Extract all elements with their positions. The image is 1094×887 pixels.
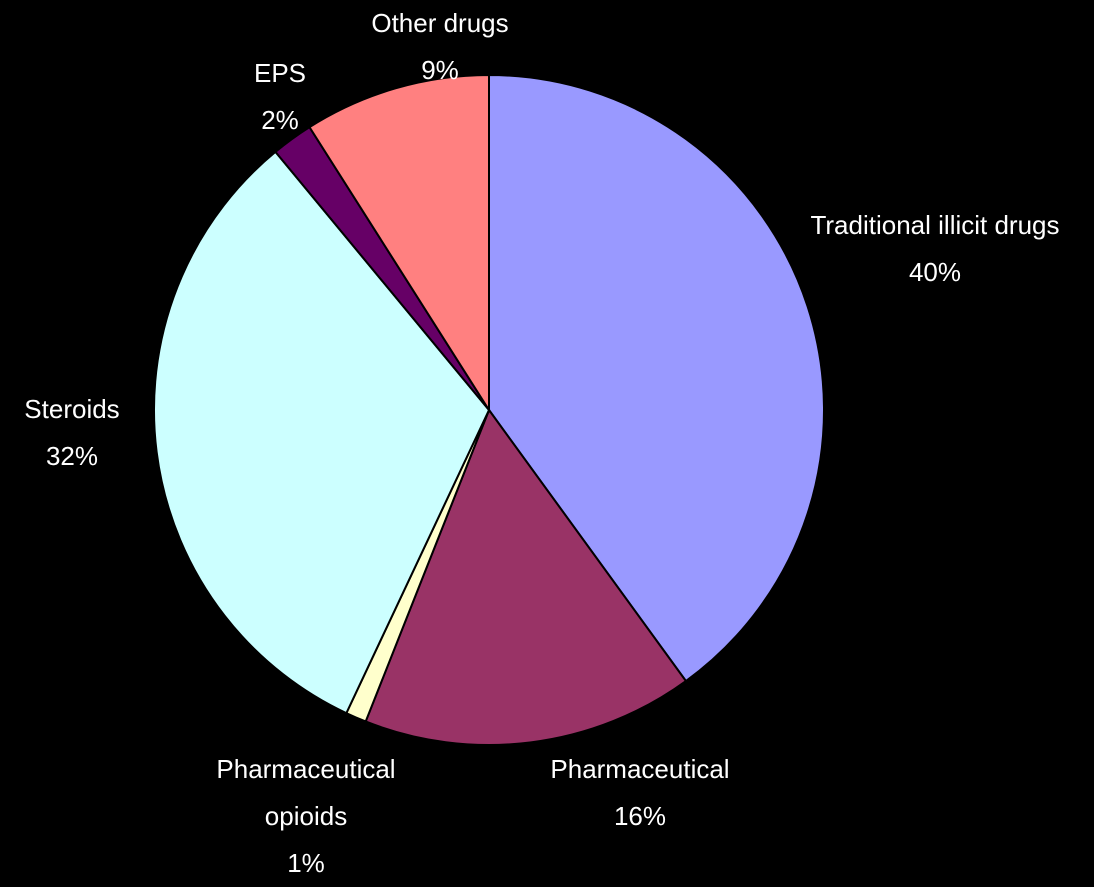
label-other-drugs-name: Other drugs	[371, 8, 509, 38]
pie-slice-other-drugs	[308, 73, 490, 414]
label-other-drugs: Other drugs 9%	[340, 0, 540, 94]
label-pharmaceutical: Pharmaceutical 16%	[520, 746, 760, 840]
label-steroids-name: Steroids	[24, 394, 120, 424]
label-other-drugs-value: 9%	[421, 55, 459, 85]
label-traditional-illicit-drugs-value: 40%	[908, 257, 962, 287]
pie-slice-steroids	[153, 150, 491, 715]
label-steroids-value: 32%	[45, 441, 99, 471]
label-traditional-illicit-drugs-name: Traditional illicit drugs	[810, 210, 1060, 240]
label-pharmaceutical-value: 16%	[613, 801, 667, 831]
label-pharmaceutical-opioids: Pharmaceutical opioids 1%	[186, 746, 426, 887]
label-pharmaceutical-name: Pharmaceutical	[550, 754, 730, 784]
label-steroids: Steroids 32%	[2, 386, 142, 480]
pie-slice-traditional-illicit-drugs	[488, 73, 826, 683]
label-eps: EPS 2%	[230, 50, 330, 144]
label-pharmaceutical-opioids-value: 1%	[287, 848, 325, 878]
label-eps-name: EPS	[253, 58, 307, 88]
label-traditional-illicit-drugs: Traditional illicit drugs 40%	[780, 202, 1090, 296]
pie-slices	[153, 73, 826, 746]
label-eps-value: 2%	[261, 105, 299, 135]
label-pharmaceutical-opioids-line2: opioids	[264, 801, 348, 831]
label-pharmaceutical-opioids-line1: Pharmaceutical	[216, 754, 396, 784]
pie-slice-pharmaceutical	[364, 407, 688, 746]
